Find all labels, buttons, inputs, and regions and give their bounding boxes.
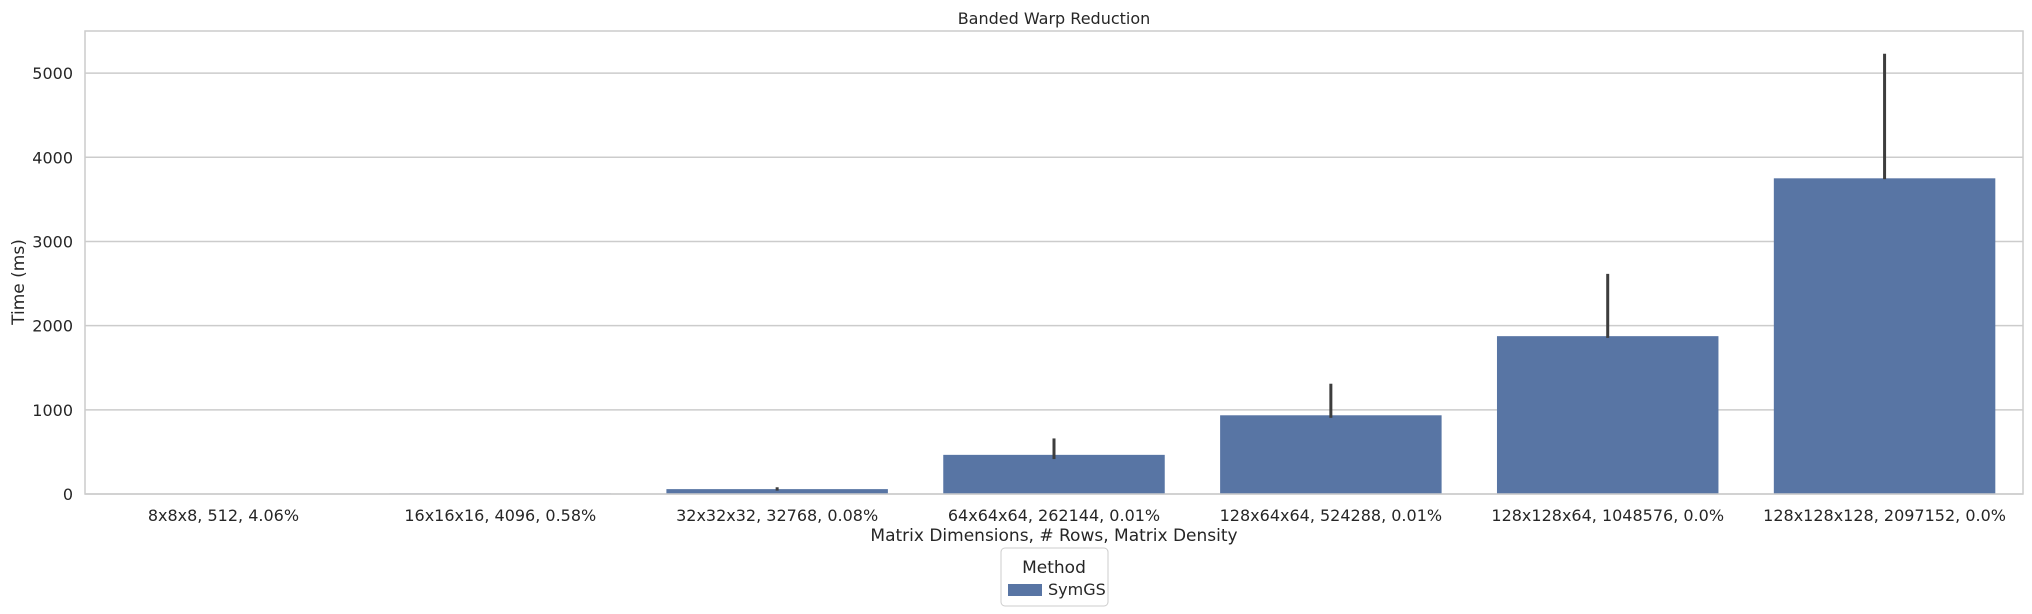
bar xyxy=(1220,415,1442,494)
bar xyxy=(943,454,1165,494)
y-tick-label: 1000 xyxy=(32,401,73,420)
plot-frame xyxy=(84,30,2024,495)
x-tick-label: 32x32x32, 32768, 0.08% xyxy=(676,506,878,525)
x-tick-label: 128x128x128, 2097152, 0.0% xyxy=(1763,506,2006,525)
bar xyxy=(1773,178,1996,494)
y-axis-label: Time (ms) xyxy=(9,239,29,326)
x-tick-labels: 8x8x8, 512, 4.06% 16x16x16, 4096, 0.58% 32… xyxy=(148,506,2006,525)
x-axis-label: Matrix Dimensions, # Rows, Matrix Densit… xyxy=(870,526,1237,546)
x-tick-label: 128x128x64, 1048576, 0.0% xyxy=(1491,506,1724,525)
bar xyxy=(1496,336,1719,494)
legend-label-symgs: SymGS xyxy=(1048,580,1106,599)
x-tick-label: 128x64x64, 524288, 0.01% xyxy=(1220,506,1442,525)
y-tick-label: 2000 xyxy=(32,317,73,336)
bar xyxy=(666,489,888,494)
chart-title: Banded Warp Reduction xyxy=(958,9,1151,28)
y-tick-label: 4000 xyxy=(32,148,73,167)
y-tick-labels: 0 1000 2000 3000 4000 5000 xyxy=(32,64,73,504)
x-tick-label: 16x16x16, 4096, 0.58% xyxy=(404,506,596,525)
y-tick-label: 0 xyxy=(63,485,73,504)
x-tick-label: 64x64x64, 262144, 0.01% xyxy=(948,506,1160,525)
bars xyxy=(112,178,1996,494)
error-bars xyxy=(775,53,1887,491)
y-tick-label: 3000 xyxy=(32,232,73,251)
x-tick-label: 8x8x8, 512, 4.06% xyxy=(148,506,299,525)
legend-swatch-symgs xyxy=(1008,584,1042,596)
legend-title: Method xyxy=(1022,558,1086,578)
legend: Method SymGS xyxy=(1000,547,1109,607)
y-tick-label: 5000 xyxy=(32,64,73,83)
y-gridlines xyxy=(85,72,2023,495)
